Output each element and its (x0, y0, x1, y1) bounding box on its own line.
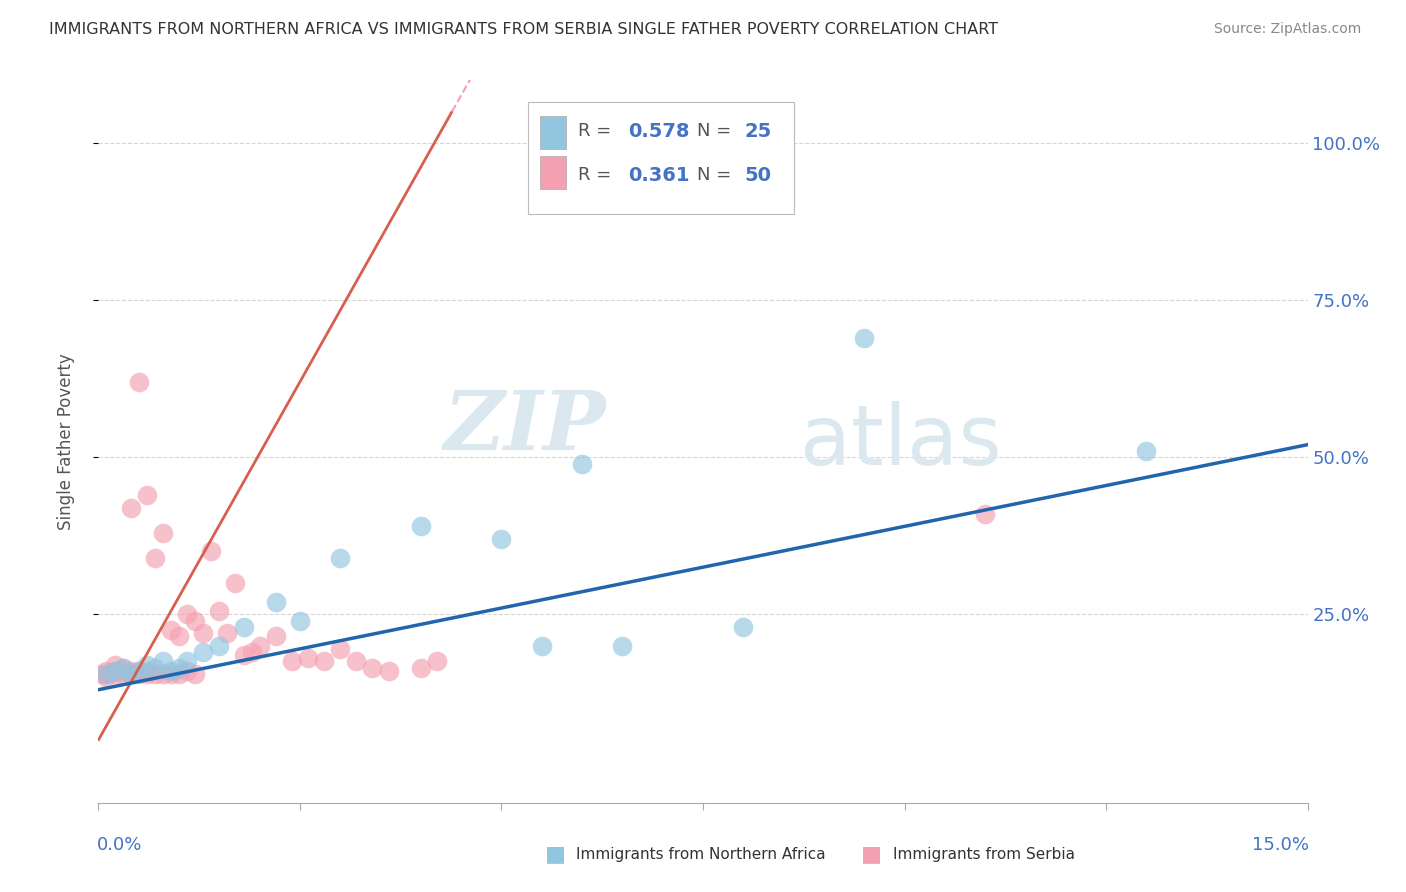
Point (200, 544, 222, 558)
Point (1135, 444, 1157, 458)
Point (426, 655, 449, 669)
Point (96, 670, 118, 684)
Point (143, 550, 166, 565)
Text: 0.578: 0.578 (628, 122, 689, 141)
Point (974, 507, 997, 521)
Text: atlas: atlas (800, 401, 1001, 482)
Point (232, 620, 254, 634)
Point (103, 664, 125, 678)
Text: 0.0%: 0.0% (97, 836, 142, 854)
Point (314, 655, 336, 669)
Point (184, 667, 207, 681)
Point (96, 667, 118, 681)
Point (571, 457, 593, 471)
Point (135, 667, 157, 681)
Point (167, 629, 190, 643)
Point (120, 500, 142, 515)
Point (193, 626, 215, 640)
Point (120, 664, 142, 678)
Point (135, 664, 157, 678)
Point (281, 655, 304, 669)
Bar (540, 156, 567, 189)
Point (361, 661, 384, 675)
Point (96, 667, 118, 681)
Point (103, 667, 125, 681)
Point (135, 488, 157, 502)
Point (184, 614, 207, 628)
Point (160, 664, 183, 678)
Point (249, 639, 271, 653)
Text: ZIP: ZIP (444, 387, 606, 467)
Point (491, 532, 513, 546)
Point (297, 651, 319, 665)
Text: R =: R = (578, 166, 617, 184)
Text: ■: ■ (546, 845, 565, 864)
Point (111, 667, 134, 681)
Point (135, 657, 157, 672)
Text: ■: ■ (862, 845, 882, 864)
Point (167, 667, 190, 681)
Point (217, 626, 239, 640)
Text: IMMIGRANTS FROM NORTHERN AFRICA VS IMMIGRANTS FROM SERBIA SINGLE FATHER POVERTY : IMMIGRANTS FROM NORTHERN AFRICA VS IMMIG… (49, 22, 998, 37)
Point (152, 525, 174, 540)
Point (120, 667, 142, 681)
Point (167, 661, 190, 675)
Bar (540, 116, 567, 149)
Point (160, 667, 183, 681)
Text: 50: 50 (744, 166, 770, 185)
Point (143, 661, 166, 675)
Text: Immigrants from Northern Africa: Immigrants from Northern Africa (576, 847, 827, 862)
Point (128, 375, 150, 389)
Text: Immigrants from Serbia: Immigrants from Serbia (893, 847, 1074, 862)
Point (128, 664, 150, 678)
Point (128, 667, 150, 681)
Text: N =: N = (697, 166, 737, 184)
Point (329, 641, 352, 656)
Point (120, 667, 142, 681)
Point (288, 614, 311, 628)
Point (377, 664, 399, 678)
Point (240, 645, 263, 659)
Point (152, 655, 174, 669)
Point (91, 667, 114, 681)
Point (152, 667, 174, 681)
Point (176, 607, 198, 622)
Point (176, 655, 198, 669)
Point (733, 620, 755, 634)
Point (111, 661, 134, 675)
Point (160, 623, 183, 637)
Point (344, 655, 367, 669)
Point (103, 664, 125, 678)
Point (111, 664, 134, 678)
Point (264, 629, 287, 643)
Point (143, 667, 166, 681)
Text: R =: R = (578, 122, 617, 140)
Y-axis label: Single Father Poverty: Single Father Poverty (56, 353, 75, 530)
Text: N =: N = (697, 122, 737, 140)
Point (193, 645, 215, 659)
Point (96, 664, 118, 678)
Point (264, 595, 287, 609)
Text: 25: 25 (744, 122, 772, 141)
Point (208, 604, 231, 618)
Text: 0.361: 0.361 (628, 166, 689, 185)
Point (329, 550, 352, 565)
Text: Source: ZipAtlas.com: Source: ZipAtlas.com (1213, 22, 1361, 37)
Point (530, 639, 553, 653)
Point (409, 661, 432, 675)
Point (409, 519, 432, 533)
Point (208, 639, 231, 653)
Point (224, 575, 246, 590)
FancyBboxPatch shape (527, 102, 793, 214)
Point (853, 331, 876, 345)
Point (128, 664, 150, 678)
Point (232, 648, 254, 662)
Point (111, 661, 134, 675)
Point (612, 639, 634, 653)
Point (176, 664, 198, 678)
Text: 15.0%: 15.0% (1251, 836, 1309, 854)
Point (103, 657, 125, 672)
